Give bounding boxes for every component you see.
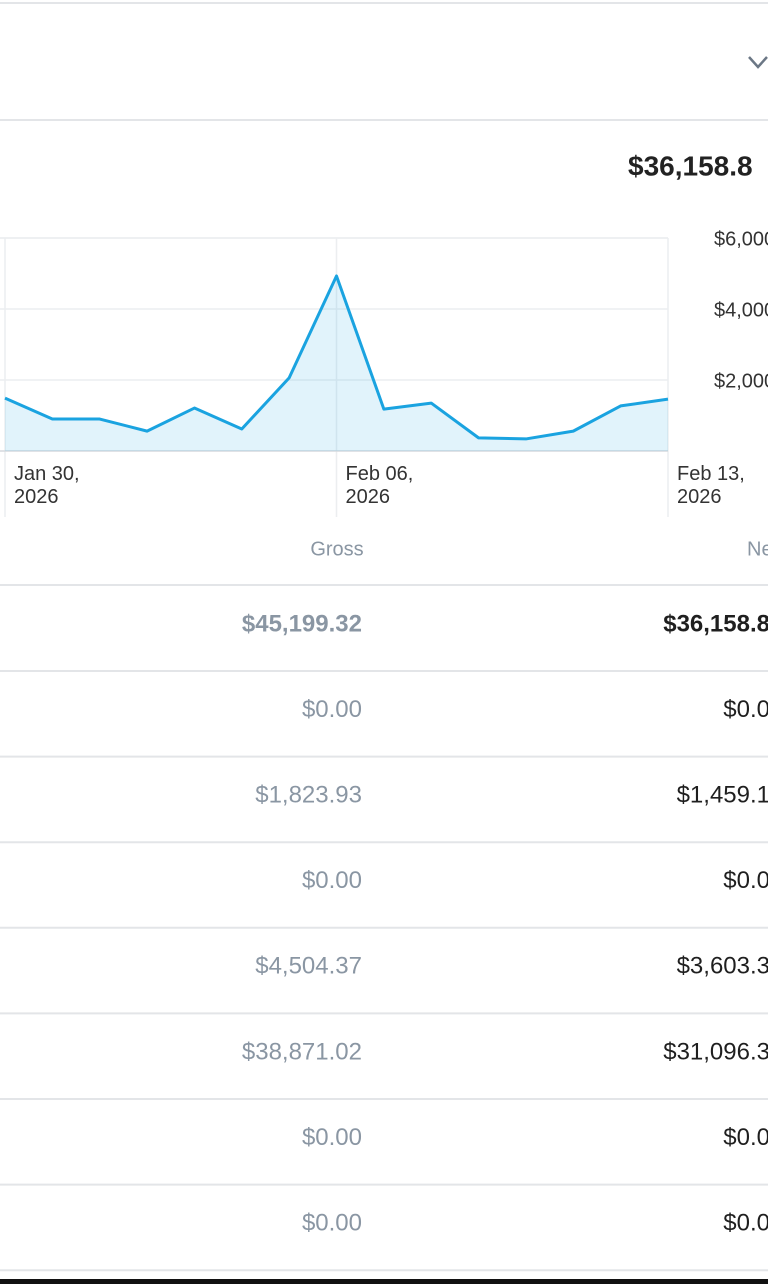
area (5, 275, 668, 451)
bottom-bar (0, 1279, 768, 1284)
x-tick-label: Feb 13, 2026 (677, 463, 745, 508)
gross-cell: $0.00 (302, 696, 362, 723)
gross-cell: $0.00 (302, 867, 362, 894)
y-tick-label: $4,000 (714, 299, 768, 321)
net-cell: $0.0 (723, 1210, 768, 1237)
net-cell: $0.0 (723, 696, 768, 723)
net-cell: $0.0 (723, 867, 768, 894)
net-cell: $0.0 (723, 1124, 768, 1151)
net-cell: $31,096.3 (663, 1038, 768, 1065)
column-header: Ne (747, 538, 768, 560)
x-tick-label: Jan 30, 2026 (14, 463, 80, 508)
dropdown-chevron[interactable] (748, 56, 768, 69)
y-tick-label: $6,000 (714, 228, 768, 250)
gross-cell: $45,199.32 (242, 610, 362, 637)
total-amount: $36,158.8 (628, 150, 753, 181)
gross-cell: $0.00 (302, 1210, 362, 1237)
gross-cell: $38,871.02 (242, 1038, 362, 1065)
net-cell: $1,459.1 (677, 782, 768, 809)
net-cell: $3,603.3 (677, 953, 768, 980)
column-header: Gross (310, 538, 363, 560)
gross-cell: $4,504.37 (255, 953, 362, 980)
gross-cell: $0.00 (302, 1124, 362, 1151)
y-tick-label: $2,000 (714, 370, 768, 392)
line (4, 274, 669, 441)
net-cell: $36,158.8 (663, 610, 768, 637)
gross-cell: $1,823.93 (255, 782, 362, 809)
x-tick-label: Feb 06, 2026 (346, 463, 414, 508)
